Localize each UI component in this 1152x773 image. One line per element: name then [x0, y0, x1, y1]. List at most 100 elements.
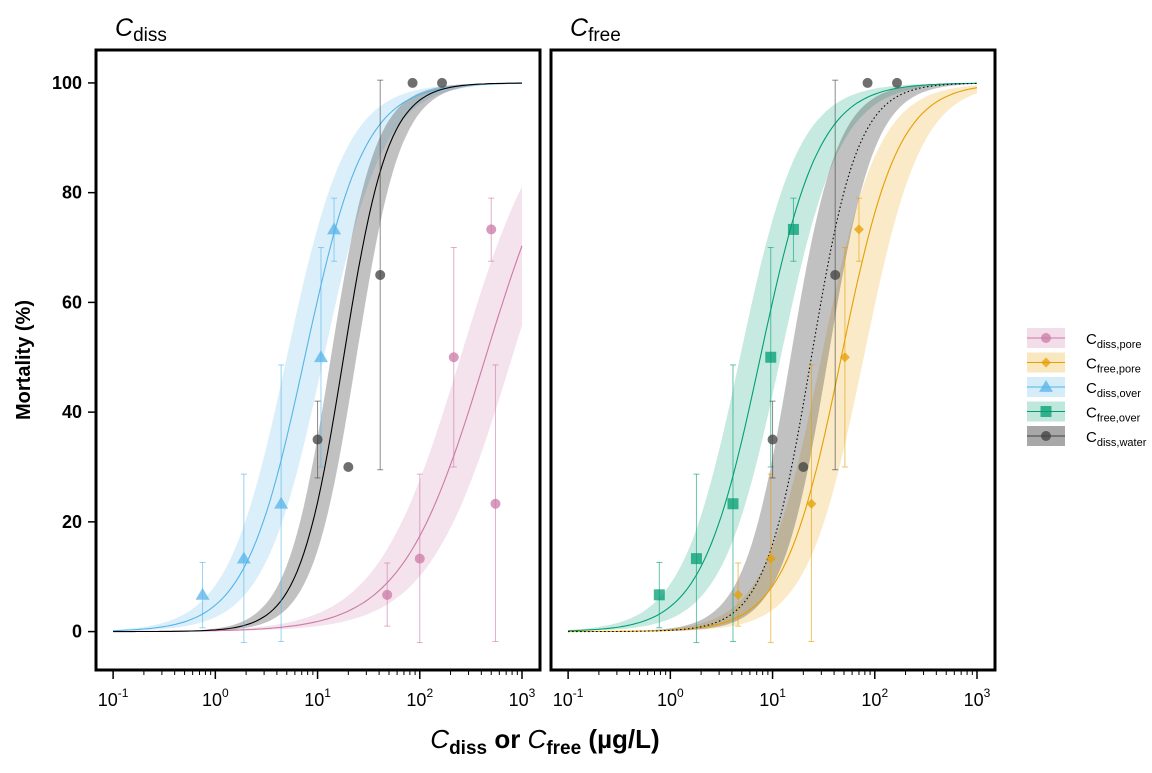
legend-label-main-diss_over: C: [1086, 380, 1097, 397]
point-diss_water-2: [830, 269, 841, 280]
legend-label-diss_water: Cdiss,water: [1086, 429, 1147, 449]
x-tick-label-4: 103: [509, 686, 536, 710]
band-free_pore: [568, 85, 977, 632]
legend-marker-free_pore: [1041, 357, 1051, 368]
fit-diss_water: [568, 82, 978, 633]
legend-label-main-diss_water: C: [1086, 429, 1097, 446]
x-axis-label-unit: (µg/L): [581, 724, 660, 754]
legend-entry-diss_pore: Cdiss,pore: [1027, 328, 1141, 351]
point-free_over-4: [787, 223, 799, 235]
x-axis-label-c2: C: [528, 724, 547, 754]
x-tick-base-3: 10: [406, 690, 426, 710]
point-diss_water-4: [892, 77, 903, 88]
panel-free: Cfree 10-1 100 101 102 103: [549, 14, 997, 710]
x-tick-exp-0: -1: [573, 686, 584, 700]
x-tick-base-3: 10: [861, 690, 881, 710]
x-tick-label-3: 102: [861, 686, 888, 710]
x-axis-label-sub2: free: [546, 738, 581, 759]
x-tick-base-0: 10: [98, 690, 118, 710]
point-diss_water-1: [798, 461, 809, 472]
legend-label-sub-diss_over: diss,over: [1097, 388, 1141, 400]
x-axis-label: Cdiss or Cfree (µg/L): [430, 724, 659, 759]
band-diss_water: [568, 83, 977, 632]
panel-free-fits: [568, 82, 978, 633]
legend-label-free_over: Cfree,over: [1086, 405, 1141, 425]
panel-diss-y-axis: 0 20 40 60 80 100: [52, 73, 95, 642]
point-diss_water-3: [407, 77, 418, 88]
x-tick-base-0: 10: [553, 690, 573, 710]
point-diss_water-2: [375, 269, 386, 280]
legend-label-diss_over: Cdiss,over: [1086, 380, 1141, 400]
panel-diss-points: [195, 77, 501, 600]
fit-diss_water: [113, 82, 522, 633]
legend-label-main-free_over: C: [1086, 405, 1097, 422]
legend-label-main-free_pore: C: [1086, 356, 1097, 373]
legend-entry-diss_over: Cdiss,over: [1027, 377, 1141, 400]
x-axis-label-or: or: [487, 724, 527, 754]
legend-marker-free_over: [1040, 406, 1052, 417]
point-free_over-3: [765, 351, 777, 363]
point-diss_pore-1: [414, 553, 425, 564]
panel-free-title-sub: free: [588, 25, 621, 46]
x-tick-label-2: 101: [759, 686, 786, 710]
y-tick-label-3: 60: [62, 292, 82, 312]
point-free_over-1: [690, 553, 702, 565]
point-diss_pore-2: [448, 352, 459, 363]
x-tick-label-1: 100: [657, 686, 684, 710]
x-tick-label-3: 102: [406, 686, 433, 710]
point-diss_water-3: [862, 77, 873, 88]
point-diss_water-1: [343, 461, 354, 472]
point-free_over-2: [727, 498, 739, 510]
y-tick-label-5: 100: [52, 73, 82, 93]
point-diss_over-1: [236, 551, 251, 564]
legend-label-main-diss_pore: C: [1086, 331, 1097, 348]
legend-label-sub-free_over: free,over: [1097, 413, 1141, 425]
x-tick-exp-3: 2: [881, 686, 888, 700]
x-tick-label-2: 101: [304, 686, 331, 710]
panel-free-title-main: C: [570, 14, 589, 42]
panel-free-title: Cfree: [570, 14, 621, 46]
x-tick-label-1: 100: [202, 686, 229, 710]
x-tick-exp-4: 3: [529, 686, 536, 700]
x-tick-base-2: 10: [759, 690, 779, 710]
panel-diss-title-sub: diss: [133, 25, 167, 46]
y-tick-label-4: 80: [62, 183, 82, 203]
x-tick-exp-4: 3: [984, 686, 991, 700]
legend-entry-diss_water: Cdiss,water: [1027, 426, 1147, 449]
legend-label-sub-diss_water: diss,water: [1097, 437, 1147, 449]
legend-entry-free_over: Cfree,over: [1027, 401, 1141, 425]
point-free_pore-1: [765, 553, 776, 564]
x-tick-label-0: 10-1: [553, 686, 584, 710]
x-tick-exp-2: 1: [779, 686, 786, 700]
x-tick-base-1: 10: [657, 690, 677, 710]
point-free_pore-4: [853, 224, 864, 235]
point-diss_water-0: [767, 434, 778, 445]
x-tick-base-1: 10: [202, 690, 222, 710]
panel-diss-frame: [94, 48, 542, 672]
panel-free-points: [653, 77, 903, 601]
x-tick-exp-1: 0: [222, 686, 229, 700]
y-tick-label-0: 0: [72, 622, 82, 642]
y-tick-label-1: 20: [62, 512, 82, 532]
point-free_pore-0: [733, 589, 744, 600]
legend-marker-diss_pore: [1041, 333, 1051, 343]
x-axis-label-c1: C: [430, 724, 449, 754]
legend-marker-diss_water: [1041, 431, 1051, 441]
legend-label-free_pore: Cfree,pore: [1086, 356, 1141, 376]
x-tick-label-4: 103: [964, 686, 991, 710]
legend-label-diss_pore: Cdiss,pore: [1086, 331, 1141, 351]
legend: Cdiss,poreCfree,poreCdiss,overCfree,over…: [1027, 328, 1147, 449]
legend-entry-free_pore: Cfree,pore: [1027, 352, 1141, 376]
x-tick-exp-3: 2: [426, 686, 433, 700]
legend-marker-diss_over: [1039, 380, 1053, 392]
panel-free-frame: [549, 48, 997, 672]
y-tick-label-2: 40: [62, 402, 82, 422]
band-diss_water: [113, 83, 522, 632]
point-diss_water-0: [312, 434, 323, 445]
panel-diss-title: Cdiss: [115, 14, 167, 46]
point-diss_over-4: [327, 222, 342, 235]
point-free_pore-3: [839, 352, 850, 363]
x-tick-base-4: 10: [964, 690, 984, 710]
